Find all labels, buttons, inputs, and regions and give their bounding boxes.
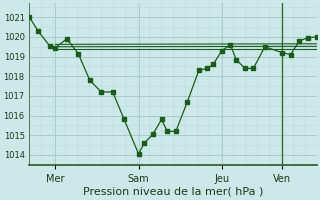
X-axis label: Pression niveau de la mer( hPa ): Pression niveau de la mer( hPa ) — [83, 187, 263, 197]
